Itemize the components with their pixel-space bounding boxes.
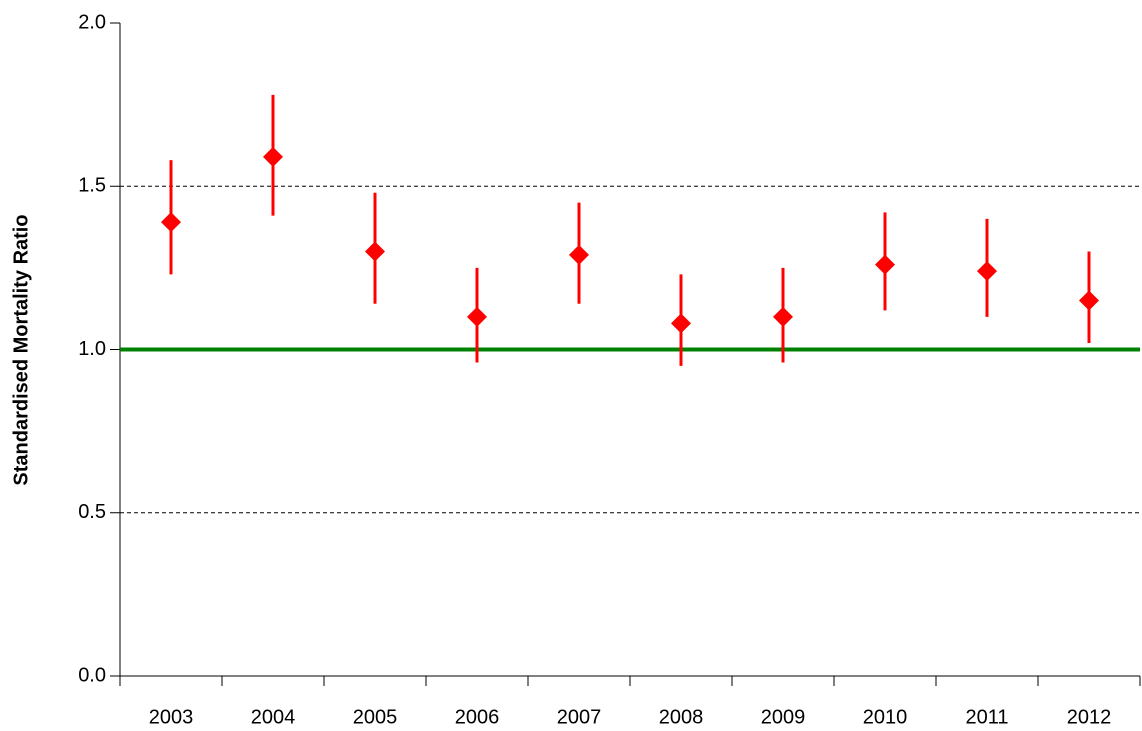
point-marker [263,146,283,167]
x-tick-label: 2008 [659,706,704,728]
y-axis-label: Standardised Mortality Ratio [10,214,32,485]
x-tick-label: 2003 [149,706,194,728]
y-tick-label: 2.0 [78,11,106,33]
x-tick-label: 2006 [455,706,500,728]
x-tick-label: 2011 [965,706,1008,728]
point-marker [773,306,793,327]
point-marker [569,244,589,265]
point-marker [875,254,895,275]
x-tick-label: 2004 [251,706,296,728]
point-marker [365,241,385,262]
point-marker [467,306,487,327]
y-tick-label: 0.0 [78,664,106,686]
y-tick-label: 1.0 [78,338,106,360]
y-tick-label: 0.5 [78,501,106,523]
x-tick-label: 2010 [863,706,908,728]
y-tick-label: 1.5 [78,175,106,197]
point-marker [161,212,181,233]
x-tick-label: 2012 [1067,706,1112,728]
point-marker [671,313,691,334]
point-marker [1079,290,1099,311]
point-marker [977,261,997,282]
x-tick-label: 2005 [353,706,398,728]
x-tick-label: 2009 [761,706,806,728]
x-tick-label: 2007 [557,706,602,728]
